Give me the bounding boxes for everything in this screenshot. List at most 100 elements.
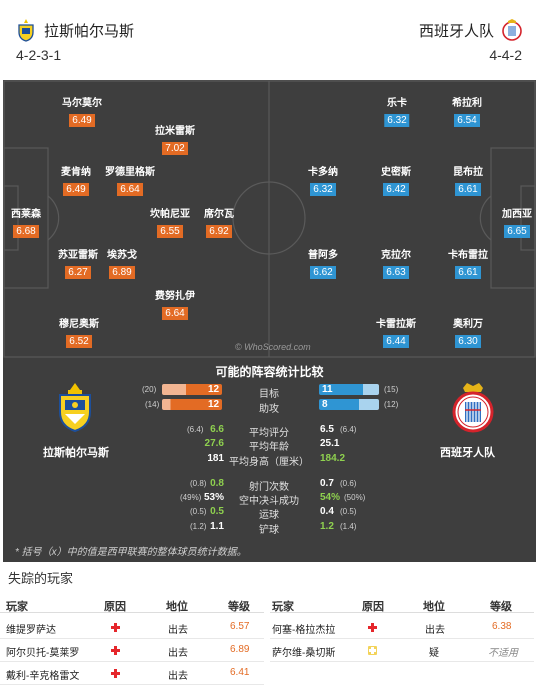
player-rating: 6.64 [162,307,188,320]
col-player: 玩家 [272,601,294,613]
dribbles-label: 运球 [259,510,279,521]
home-player-5[interactable]: 西莱森 6.68 [11,208,41,239]
home-dribbles-league: (0.5) [190,507,207,516]
home-team-name: 拉斯帕尔马斯 [44,22,135,40]
away-player-1[interactable]: 乐卡 6.32 [384,97,410,128]
home-team-link[interactable]: 拉斯帕尔马斯 [16,18,134,42]
player-name: 罗德里格斯 [105,167,155,178]
player-rating: 6.54 [454,114,480,127]
las-palmas-crest-icon [59,383,91,432]
home-player-10[interactable]: 费努扎伊 6.64 [155,290,195,321]
away-player-3[interactable]: 卡多纳 6.32 [308,166,338,197]
injury-icon [111,646,120,655]
away-player-9[interactable]: 卡布雷拉 6.61 [448,249,488,280]
home-goals-value: 12 [208,384,220,395]
away-assists-bar [319,399,379,410]
missing-player-name[interactable]: 维提罗萨达 [6,625,56,636]
home-player-3[interactable]: 麦肯纳 6.49 [61,166,91,197]
player-rating: 6.62 [310,266,336,279]
away-player-5[interactable]: 昆布拉 6.61 [453,166,483,197]
header-divider [270,612,534,613]
away-age: 25.1 [320,438,340,449]
home-player-6[interactable]: 坎帕尼亚 6.55 [150,208,190,239]
player-name: 昆布拉 [453,167,483,178]
player-name: 席尔瓦 [204,209,234,220]
missing-player-name[interactable]: 萨尔维-桑切斯 [272,648,336,659]
home-formation: 4-2-3-1 [16,47,62,63]
player-name: 马尔莫尔 [62,98,102,109]
home-height: 181 [207,453,224,464]
away-player-11[interactable]: 奥利万 6.30 [453,318,483,349]
home-assists-league: (14) [145,400,160,409]
player-rating: 6.64 [117,183,143,196]
col-rating: 等级 [490,601,512,613]
player-rating: 6.68 [13,225,39,238]
player-name: 麦肯纳 [61,167,91,178]
player-rating: 6.52 [66,335,92,348]
player-rating: 6.55 [157,225,183,238]
missing-player-name[interactable]: 戴利-辛克格雷文 [6,671,80,682]
aerials-label: 空中决斗成功 [239,496,299,507]
missing-player-rating: 6.41 [230,667,250,678]
away-shots: 0.7 [320,478,334,489]
missing-player-status: 出去 [168,648,188,659]
row-divider [270,661,534,662]
player-name: 埃苏戈 [107,250,137,261]
away-player-4[interactable]: 史密斯 6.42 [381,166,411,197]
home-player-7[interactable]: 席尔瓦 6.92 [204,208,234,239]
match-header: 拉斯帕尔马斯 4-2-3-1 西班牙人队 4-4-2 [0,0,536,80]
away-dribbles: 0.4 [320,506,334,517]
formation-pitch: 马尔莫尔 6.49 拉米雷斯 7.02 麦肯纳 6.49 罗德里格斯 6.64 … [3,80,536,358]
away-team-label: 西班牙人队 [440,447,495,459]
away-team-link[interactable]: 西班牙人队 [419,18,522,42]
col-reason: 原因 [104,601,126,613]
player-name: 卡布雷拉 [448,250,488,261]
home-player-2[interactable]: 拉米雷斯 7.02 [155,125,195,156]
home-aerials: 53% [203,492,224,503]
age-label: 平均年龄 [249,442,289,453]
home-shots: 0.8 [210,478,224,489]
away-shots-league: (0.6) [340,479,357,488]
player-name: 苏亚雷斯 [58,250,98,261]
player-rating: 6.27 [65,266,91,279]
goals-label: 目标 [259,389,279,400]
home-aerials-league: (49%) [180,493,202,502]
footnote: * 括号（x）中的值是西甲联赛的整体球员统计数据。 [15,547,247,558]
row-divider [0,638,264,639]
player-name: 坎帕尼亚 [150,209,190,220]
away-player-8[interactable]: 克拉尔 6.63 [381,249,411,280]
pitch-lines [3,80,536,358]
home-player-11[interactable]: 穆尼奥斯 6.52 [59,318,99,349]
col-status: 地位 [423,601,445,613]
missing-player-rating: 6.38 [492,621,512,632]
away-goals-value: 11 [322,384,333,395]
player-name: 克拉尔 [381,250,411,261]
away-dribbles-league: (0.5) [340,507,357,516]
player-rating: 6.92 [206,225,232,238]
col-player: 玩家 [6,601,28,613]
missing-player-name[interactable]: 阿尔贝托-莫莱罗 [6,648,80,659]
player-name: 史密斯 [381,167,411,178]
home-player-8[interactable]: 苏亚雷斯 6.27 [58,249,98,280]
espanyol-crest-icon [452,383,494,433]
player-rating: 6.61 [455,266,481,279]
missing-player-status: 出去 [425,625,445,636]
away-aerials-league: (50%) [344,493,366,502]
home-player-4[interactable]: 罗德里格斯 6.64 [105,166,155,197]
row-divider [0,684,264,685]
away-player-10[interactable]: 卡雷拉斯 6.44 [376,318,416,349]
home-rating: 6.6 [210,424,224,435]
header-divider [0,612,264,613]
away-player-7[interactable]: 普阿多 6.62 [308,249,338,280]
away-player-2[interactable]: 希拉利 6.54 [452,97,482,128]
player-name: 希拉利 [452,98,482,109]
away-tackles-league: (1.4) [340,522,357,531]
away-formation: 4-4-2 [489,47,522,63]
missing-player-name[interactable]: 何塞-格拉杰拉 [272,625,336,636]
player-rating: 6.49 [63,183,89,196]
home-player-9[interactable]: 埃苏戈 6.89 [107,249,137,280]
home-player-1[interactable]: 马尔莫尔 6.49 [62,97,102,128]
away-player-6[interactable]: 加西亚 6.65 [502,208,532,239]
home-rating-league: (6.4) [187,425,204,434]
player-rating: 6.63 [383,266,409,279]
